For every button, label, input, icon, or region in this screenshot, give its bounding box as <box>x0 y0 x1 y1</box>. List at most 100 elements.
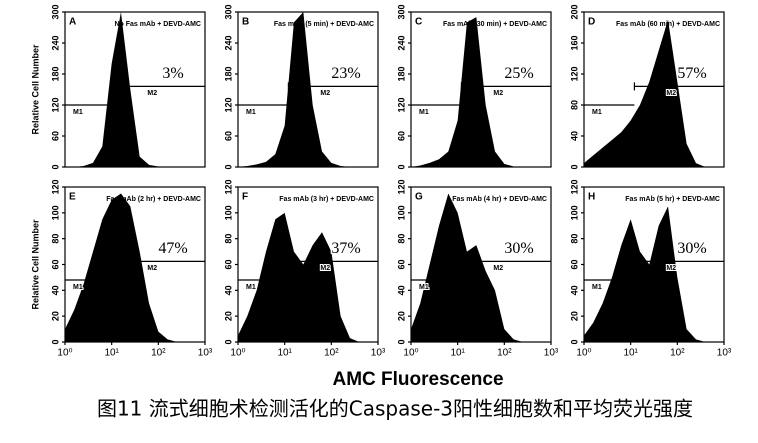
x-tick-label: 10³ <box>371 348 386 359</box>
y-tick-label: 180 <box>223 66 233 81</box>
y-tick-label: 20 <box>569 311 579 321</box>
y-tick-label: 0 <box>569 339 579 344</box>
y-tick-label: 40 <box>223 285 233 295</box>
panel-label: Fas mAb (5 min) + DEVD-AMC <box>274 21 374 28</box>
y-tick-label: 20 <box>223 311 233 321</box>
gate-m2-label: M2 <box>147 265 157 272</box>
y-tick-label: 20 <box>396 311 406 321</box>
y-tick-label: 40 <box>569 131 579 141</box>
y-tick-label: 0 <box>223 339 233 344</box>
y-tick-label: 120 <box>50 97 60 112</box>
gate-m1-label: M1 <box>246 109 256 116</box>
x-tick-label: 10³ <box>198 348 213 359</box>
gate-m1-label: M1 <box>73 284 83 291</box>
y-tick-label: 120 <box>223 97 233 112</box>
histogram-area <box>584 19 724 167</box>
plot-frame <box>64 11 206 168</box>
gate-m1-label: M1 <box>73 109 83 116</box>
x-tick-label: 10⁰ <box>230 348 245 359</box>
gate-m2-label: M2 <box>147 90 157 97</box>
y-tick-label: 100 <box>396 205 406 220</box>
panel-label: Fas mAb (30 min) + DEVD-AMC <box>443 21 547 28</box>
histogram-area <box>65 193 205 342</box>
histogram-area <box>411 17 551 167</box>
y-tick-label: 240 <box>396 35 406 50</box>
y-tick-label: 180 <box>50 66 60 81</box>
y-tick-label: 300 <box>50 4 60 19</box>
y-tick-label: 100 <box>50 205 60 220</box>
x-tick-label: 10⁰ <box>576 348 591 359</box>
y-tick-label: 40 <box>396 285 406 295</box>
x-axis-label: AMC Fluorescence <box>332 369 503 390</box>
x-tick-label: 10² <box>497 348 512 359</box>
percent-annotation: 23% <box>331 65 360 82</box>
gate-m2-label: M2 <box>493 90 503 97</box>
x-tick-label: 10³ <box>717 348 732 359</box>
y-tick-label: 160 <box>569 35 579 50</box>
y-tick-label: 60 <box>569 259 579 269</box>
y-tick-label: 0 <box>396 339 406 344</box>
gate-m1-label: M1 <box>419 284 429 291</box>
y-tick-label: 60 <box>223 259 233 269</box>
panel-label: No Fas mAb + DEVD-AMC <box>114 21 201 28</box>
panel-letter: A <box>69 17 76 28</box>
y-tick-label: 80 <box>396 234 406 244</box>
y-tick-label: 80 <box>569 100 579 110</box>
percent-annotation: 47% <box>158 240 187 257</box>
gate-m2-label: M2 <box>666 90 676 97</box>
y-tick-label: 100 <box>223 205 233 220</box>
histogram-area <box>238 212 378 342</box>
gate-m2-label: M2 <box>320 265 330 272</box>
gate-m1-label: M1 <box>592 284 602 291</box>
panel-label: Fas mAb (2 hr) + DEVD-AMC <box>106 196 201 203</box>
panel-label: Fas mAb (60 min) + DEVD-AMC <box>616 21 720 28</box>
gate-m1-label: M1 <box>419 109 429 116</box>
y-tick-label: 40 <box>50 285 60 295</box>
gate-m1-label: M1 <box>592 109 602 116</box>
y-tick-label: 0 <box>569 164 579 169</box>
x-tick-label: 10² <box>324 348 339 359</box>
percent-annotation: 57% <box>677 65 706 82</box>
plot-frame <box>237 11 379 168</box>
x-tick-label: 10¹ <box>104 348 119 359</box>
y-tick-label: 240 <box>223 35 233 50</box>
x-tick-label: 10¹ <box>623 348 638 359</box>
y-tick-label: 0 <box>223 164 233 169</box>
caption: 图11 流式细胞术检测活化的Caspase-3阳性细胞数和平均荧光强度 <box>97 397 693 421</box>
plot-frame <box>583 11 725 168</box>
y-tick-label: 300 <box>396 4 406 19</box>
y-tick-label: 60 <box>50 131 60 141</box>
y-tick-label: 180 <box>396 66 406 81</box>
percent-annotation: 3% <box>162 65 183 82</box>
x-tick-label: 10² <box>670 348 685 359</box>
y-tick-label: 80 <box>569 234 579 244</box>
y-tick-label: 120 <box>396 97 406 112</box>
percent-annotation: 25% <box>504 65 533 82</box>
panel-label: Fas mAb (5 hr) + DEVD-AMC <box>625 196 720 203</box>
panel-label: Fas mAb (4 hr) + DEVD-AMC <box>452 196 547 203</box>
y-tick-label: 80 <box>50 234 60 244</box>
y-axis-label: Relative Cell Number <box>30 219 40 310</box>
y-tick-label: 0 <box>396 164 406 169</box>
panel-letter: G <box>415 192 423 203</box>
y-tick-label: 60 <box>396 131 406 141</box>
x-tick-label: 10³ <box>544 348 559 359</box>
y-tick-label: 100 <box>569 205 579 220</box>
panel-letter: E <box>69 192 76 203</box>
y-tick-label: 300 <box>223 4 233 19</box>
y-axis-label: Relative Cell Number <box>30 44 40 135</box>
x-tick-label: 10⁰ <box>57 348 72 359</box>
x-tick-label: 10¹ <box>277 348 292 359</box>
y-tick-label: 20 <box>50 311 60 321</box>
x-tick-label: 10¹ <box>450 348 465 359</box>
y-tick-label: 120 <box>569 66 579 81</box>
plot-frame <box>410 11 552 168</box>
panel-letter: F <box>242 192 248 203</box>
histogram-area <box>584 206 724 342</box>
y-tick-label: 120 <box>223 179 233 194</box>
y-tick-label: 120 <box>396 179 406 194</box>
gate-m1-label: M1 <box>246 284 256 291</box>
gate-m2-label: M2 <box>666 265 676 272</box>
y-tick-label: 60 <box>50 259 60 269</box>
